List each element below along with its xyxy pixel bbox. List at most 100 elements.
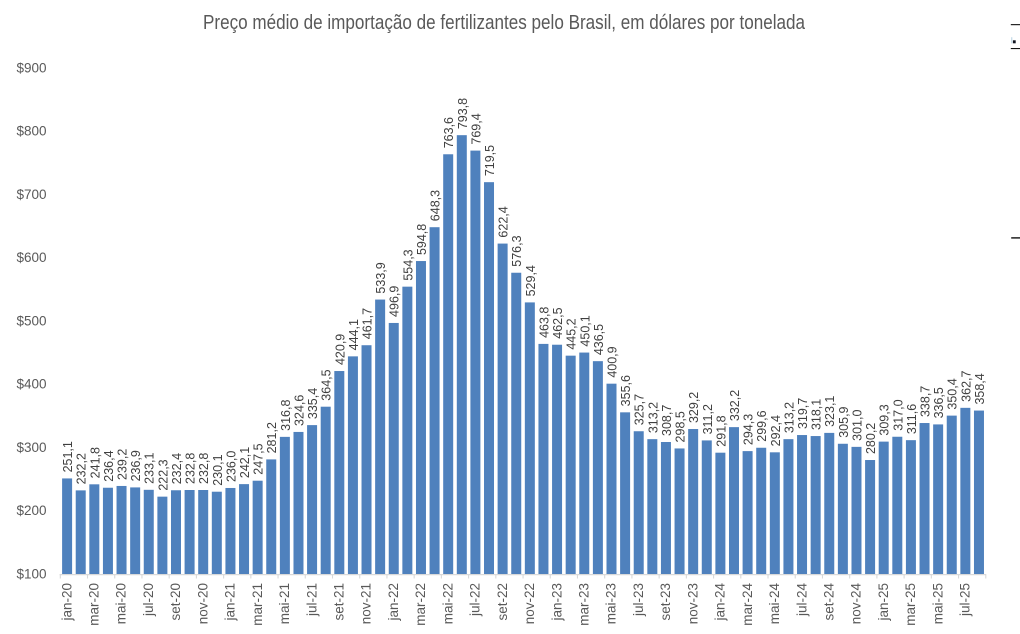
svg-text:$500: $500	[16, 313, 46, 328]
svg-text:332,2: 332,2	[728, 390, 742, 421]
svg-text:jul-25: jul-25	[958, 583, 973, 617]
svg-text:336,5: 336,5	[932, 387, 946, 418]
svg-text:308,7: 308,7	[660, 405, 674, 436]
svg-text:mar-21: mar-21	[250, 583, 265, 626]
svg-text:292,4: 292,4	[769, 415, 783, 446]
svg-text:nov-23: nov-23	[685, 583, 700, 624]
svg-text:400,9: 400,9	[606, 346, 620, 377]
svg-text:763,6: 763,6	[442, 117, 456, 148]
svg-text:mai-21: mai-21	[277, 583, 292, 624]
svg-text:236,9: 236,9	[129, 450, 143, 481]
svg-text:236,0: 236,0	[224, 451, 238, 482]
svg-text:313,2: 313,2	[782, 402, 796, 433]
svg-text:463,8: 463,8	[537, 307, 551, 338]
svg-text:mar-23: mar-23	[576, 583, 591, 626]
svg-text:jan-23: jan-23	[549, 583, 564, 622]
svg-text:jan-20: jan-20	[59, 583, 74, 622]
svg-text:mai-24: mai-24	[767, 583, 782, 625]
svg-text:$300: $300	[16, 440, 46, 455]
svg-text:298,5: 298,5	[674, 411, 688, 442]
svg-text:325,7: 325,7	[633, 394, 647, 425]
svg-text:jul-20: jul-20	[141, 583, 156, 617]
svg-text:309,3: 309,3	[878, 404, 892, 435]
svg-text:319,7: 319,7	[796, 398, 810, 429]
svg-text:jan-21: jan-21	[223, 583, 238, 622]
svg-text:247,5: 247,5	[252, 443, 266, 474]
svg-text:554,3: 554,3	[401, 249, 415, 280]
svg-text:236,4: 236,4	[102, 450, 116, 481]
svg-text:mai-23: mai-23	[604, 583, 619, 624]
svg-text:362,7: 362,7	[959, 371, 973, 402]
svg-text:420,9: 420,9	[333, 334, 347, 365]
svg-text:mar-20: mar-20	[87, 583, 102, 626]
svg-text:jan-25: jan-25	[876, 583, 891, 622]
svg-text:329,2: 329,2	[687, 392, 701, 423]
svg-text:299,6: 299,6	[755, 410, 769, 441]
svg-text:nov-20: nov-20	[195, 583, 210, 624]
svg-text:335,4: 335,4	[306, 388, 320, 419]
svg-text:Preço médio de importação de f: Preço médio de importação de fertilizant…	[203, 12, 806, 34]
svg-text:793,8: 793,8	[456, 98, 470, 129]
svg-text:jan-22: jan-22	[386, 583, 401, 622]
svg-text:576,3: 576,3	[510, 235, 524, 266]
svg-text:set-20: set-20	[168, 583, 183, 621]
svg-text:222,3: 222,3	[156, 459, 170, 490]
svg-text:set-24: set-24	[821, 583, 836, 621]
svg-text:242,1: 242,1	[238, 447, 252, 478]
svg-text:317,0: 317,0	[891, 399, 905, 430]
svg-text:239,2: 239,2	[116, 449, 130, 480]
svg-text:mai-25: mai-25	[930, 583, 945, 624]
svg-text:232,4: 232,4	[170, 453, 184, 484]
svg-text:$400: $400	[16, 377, 46, 392]
svg-text:251,1: 251,1	[61, 441, 75, 472]
svg-text:529,4: 529,4	[524, 265, 538, 296]
svg-text:350,4: 350,4	[946, 378, 960, 409]
svg-text:232,8: 232,8	[197, 453, 211, 484]
svg-text:436,5: 436,5	[592, 324, 606, 355]
svg-text:622,4: 622,4	[497, 206, 511, 237]
svg-text:291,8: 291,8	[714, 415, 728, 446]
svg-text:mai-22: mai-22	[440, 583, 455, 624]
svg-text:mar-22: mar-22	[413, 583, 428, 626]
svg-text:533,9: 533,9	[374, 262, 388, 293]
svg-text:232,8: 232,8	[184, 453, 198, 484]
svg-text:mai-20: mai-20	[114, 583, 129, 624]
svg-text:338,7: 338,7	[919, 386, 933, 417]
svg-text:jul-22: jul-22	[468, 583, 483, 617]
svg-text:594,8: 594,8	[415, 224, 429, 255]
svg-text:233,1: 233,1	[143, 452, 157, 483]
svg-text:$100: $100	[16, 566, 46, 581]
svg-text:$800: $800	[16, 124, 46, 139]
svg-text:323,1: 323,1	[823, 396, 837, 427]
svg-text:280,2: 280,2	[864, 423, 878, 454]
svg-text:355,6: 355,6	[619, 375, 633, 406]
svg-text:324,6: 324,6	[292, 395, 306, 426]
svg-text:358,4: 358,4	[973, 373, 987, 404]
svg-text:jul-24: jul-24	[794, 583, 809, 618]
svg-text:241,8: 241,8	[88, 447, 102, 478]
svg-text:set-21: set-21	[332, 583, 347, 621]
svg-text:jul-21: jul-21	[304, 583, 319, 617]
svg-text:set-22: set-22	[495, 583, 510, 621]
svg-text:nov-24: nov-24	[849, 583, 864, 625]
svg-text:444,1: 444,1	[347, 319, 361, 350]
svg-text:$700: $700	[16, 187, 46, 202]
svg-text:305,9: 305,9	[837, 406, 851, 437]
svg-text:nov-22: nov-22	[522, 583, 537, 624]
svg-text:set-23: set-23	[658, 583, 673, 621]
svg-text:313,2: 313,2	[646, 402, 660, 433]
svg-text:316,8: 316,8	[279, 400, 293, 431]
svg-text:719,5: 719,5	[483, 145, 497, 176]
svg-text:294,3: 294,3	[742, 414, 756, 445]
svg-text:281,2: 281,2	[265, 422, 279, 453]
svg-text:232,2: 232,2	[75, 453, 89, 484]
svg-text:445,2: 445,2	[565, 318, 579, 349]
svg-text:311,2: 311,2	[701, 404, 715, 434]
svg-text:462,5: 462,5	[551, 307, 565, 338]
svg-text:nov-21: nov-21	[359, 583, 374, 624]
svg-text:mar-24: mar-24	[740, 583, 755, 626]
svg-text:496,9: 496,9	[388, 286, 402, 317]
svg-text:364,5: 364,5	[320, 369, 334, 400]
svg-text:jan-24: jan-24	[713, 583, 728, 622]
svg-text:318,1: 318,1	[810, 399, 824, 430]
